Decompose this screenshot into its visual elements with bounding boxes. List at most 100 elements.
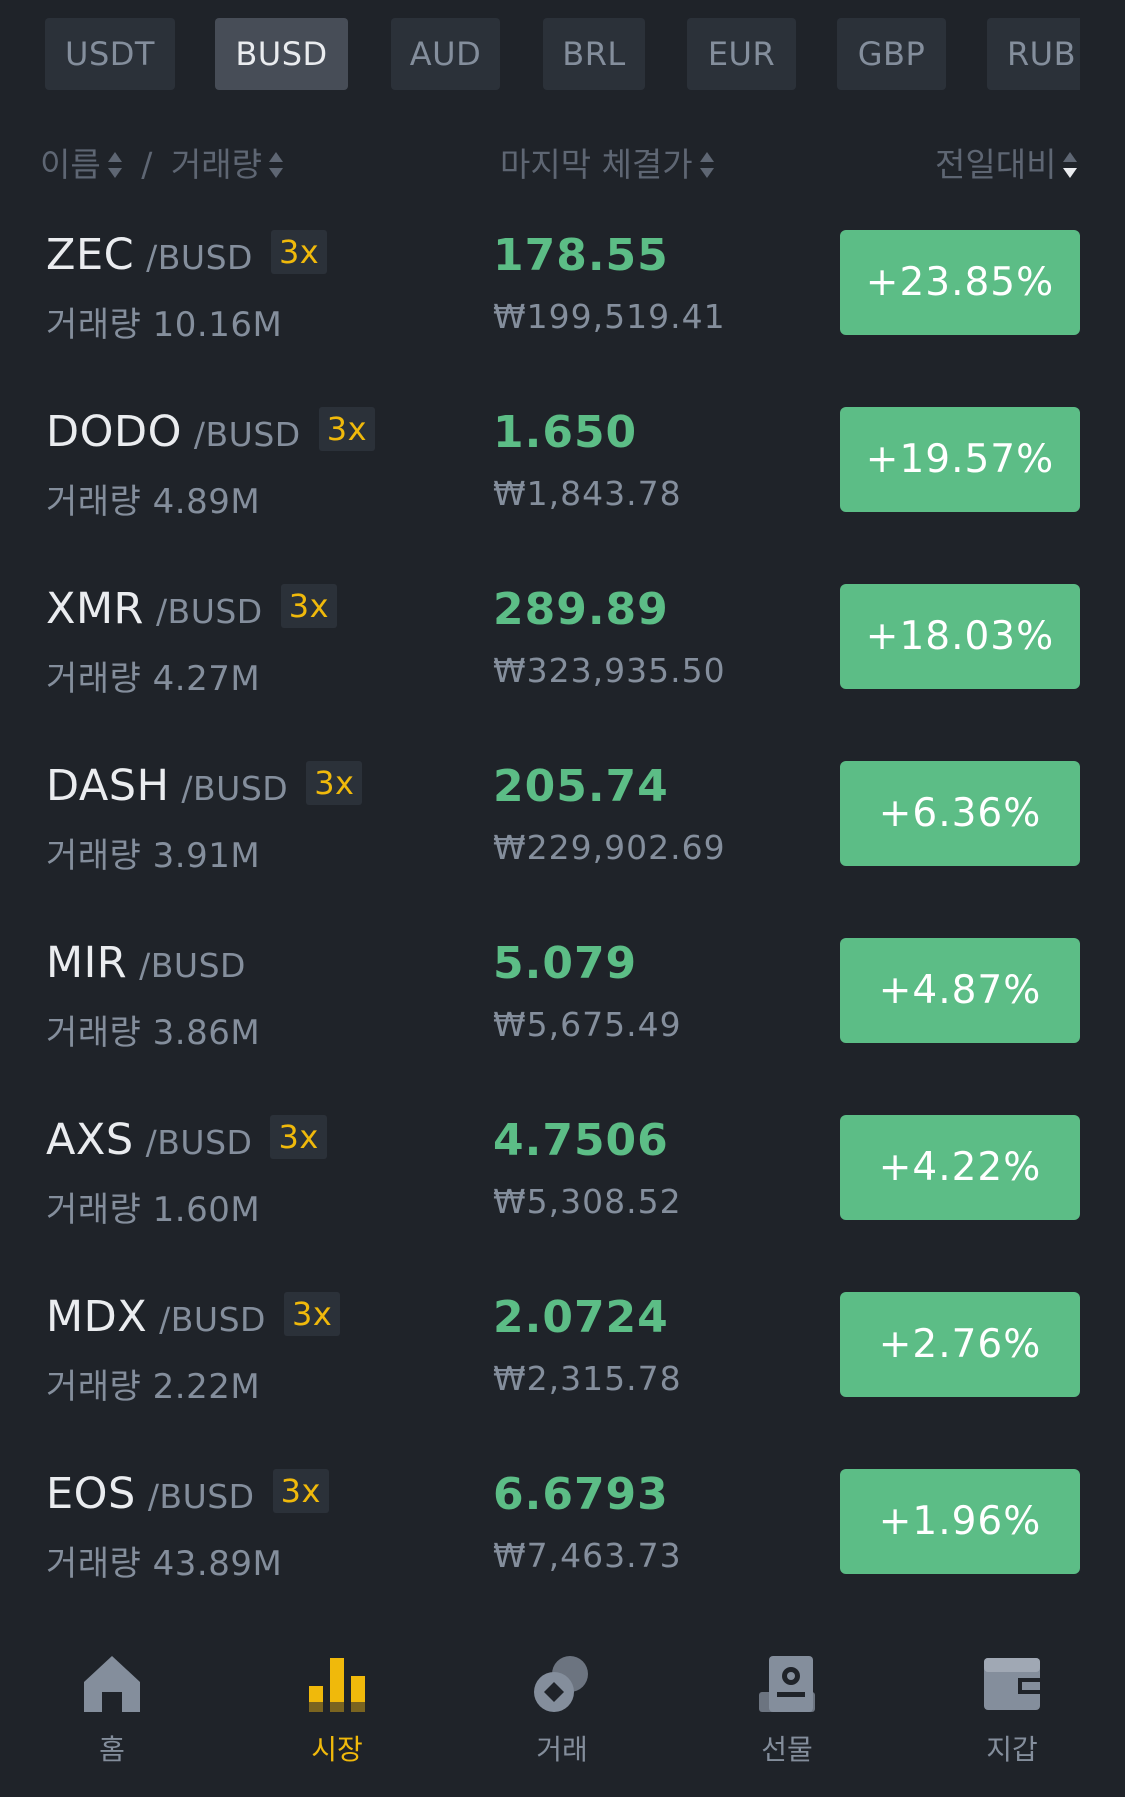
wallet-icon [984,1658,1040,1710]
last-price: 178.55 [493,230,669,281]
volume-text: 거래량 43.89M [46,1536,282,1585]
volume-text: 거래량 4.89M [46,474,260,523]
futures-icon [759,1656,815,1712]
base-asset: MDX [46,1292,148,1342]
base-asset: DODO [46,407,182,457]
nav-futures-label: 선물 [761,1733,813,1766]
nav-wallet[interactable]: 지갑 [952,1652,1072,1787]
leverage-badge: 3x [270,230,328,274]
sort-icon [268,151,283,178]
trade-icon [534,1656,588,1712]
sort-icon [699,151,714,178]
tab-eur[interactable]: EUR [687,18,796,90]
volume-value: 2.22M [152,1367,261,1407]
change-badge[interactable]: +1.96% [840,1469,1080,1574]
pair-symbol: DODO/BUSD 3x [46,407,375,457]
volume-prefix: 거래량 [46,305,142,345]
bottom-nav: 홈 시장 거래 선물 [0,1627,1125,1797]
header-separator: / [141,145,153,184]
sort-by-name-volume[interactable]: 이름 / 거래량 [40,140,284,190]
market-row[interactable]: DODO/BUSD 3x 거래량 4.89M 1.650 ₩1,843.78 +19.57… [0,379,1125,556]
krw-price: ₩7,463.73 [493,1536,682,1575]
pair-symbol: MIR/BUSD [46,938,246,988]
market-row[interactable]: MDX/BUSD 3x 거래량 2.22M 2.0724 ₩2,315.78 +2.76% [0,1264,1125,1441]
pair-symbol: ZEC/BUSD 3x [46,230,328,280]
change-column-label: 전일대비 [935,145,1057,184]
leverage-badge: 3x [272,1469,329,1513]
volume-text: 거래량 10.16M [46,297,282,346]
quote-asset: /BUSD [193,415,301,454]
name-column-label: 이름 [40,145,101,184]
change-badge[interactable]: +19.57% [840,407,1080,512]
change-badge[interactable]: +18.03% [840,584,1080,689]
volume-prefix: 거래량 [46,836,142,876]
nav-trade-label: 거래 [536,1733,588,1766]
change-badge[interactable]: +4.87% [840,938,1080,1043]
market-row[interactable]: DASH/BUSD 3x 거래량 3.91M 205.74 ₩229,902.69 +6.… [0,733,1125,910]
quote-currency-tabs: USDT BUSD AUD BRL EUR GBP RUB [45,18,1080,90]
quote-asset: /BUSD [155,592,263,631]
volume-prefix: 거래량 [46,1013,142,1053]
nav-futures[interactable]: 선물 [727,1652,847,1787]
krw-price: ₩323,935.50 [493,651,726,690]
base-asset: ZEC [46,230,135,280]
sort-by-change[interactable]: 전일대비 [935,140,1078,190]
tab-aud[interactable]: AUD [391,18,500,90]
volume-value: 4.27M [152,659,261,699]
volume-prefix: 거래량 [46,1367,142,1407]
pair-symbol: DASH/BUSD 3x [46,761,363,811]
change-badge[interactable]: +4.22% [840,1115,1080,1220]
nav-home-label: 홈 [99,1733,125,1766]
last-price-column-label: 마지막 체결가 [500,145,693,184]
tab-brl[interactable]: BRL [543,18,645,90]
market-row[interactable]: MIR/BUSD 거래량 3.86M 5.079 ₩5,675.49 +4.87% [0,910,1125,1087]
volume-text: 거래량 1.60M [46,1182,260,1231]
home-icon [84,1656,140,1712]
last-price: 2.0724 [493,1292,669,1343]
markets-icon [309,1658,365,1712]
last-price: 4.7506 [493,1115,669,1166]
pair-symbol: AXS/BUSD 3x [46,1115,327,1165]
tab-busd[interactable]: BUSD [215,18,348,90]
volume-prefix: 거래량 [46,482,142,522]
sort-icon [107,151,122,178]
last-price: 205.74 [493,761,669,812]
tab-gbp[interactable]: GBP [837,18,946,90]
last-price: 6.6793 [493,1469,669,1520]
leverage-badge: 3x [270,1115,327,1159]
nav-markets[interactable]: 시장 [277,1652,397,1787]
market-row[interactable]: ZEC/BUSD 3x 거래량 10.16M 178.55 ₩199,519.41 +23… [0,202,1125,379]
quote-asset: /BUSD [181,769,289,808]
volume-prefix: 거래량 [46,659,142,699]
volume-text: 거래량 2.22M [46,1359,260,1408]
change-badge[interactable]: +23.85% [840,230,1080,335]
volume-value: 3.86M [152,1013,261,1053]
tab-usdt[interactable]: USDT [45,18,175,90]
nav-wallet-label: 지갑 [986,1733,1038,1766]
leverage-badge: 3x [318,407,375,451]
tab-rub[interactable]: RUB [987,18,1080,90]
leverage-badge: 3x [280,584,338,628]
sort-by-last-price[interactable]: 마지막 체결가 [500,140,715,190]
quote-asset: /BUSD [145,1123,253,1162]
nav-home[interactable]: 홈 [52,1652,172,1787]
quote-asset: /BUSD [146,238,253,277]
sort-desc-icon [1063,151,1078,178]
base-asset: XMR [46,584,144,634]
nav-trade[interactable]: 거래 [502,1652,622,1787]
volume-value: 4.89M [152,482,261,522]
last-price: 1.650 [493,407,638,458]
krw-price: ₩2,315.78 [493,1359,682,1398]
market-row[interactable]: XMR/BUSD 3x 거래량 4.27M 289.89 ₩323,935.50 +18.… [0,556,1125,733]
krw-price: ₩1,843.78 [493,474,682,513]
volume-value: 10.16M [152,305,283,345]
volume-value: 43.89M [152,1544,283,1584]
change-badge[interactable]: +6.36% [840,761,1080,866]
base-asset: AXS [46,1115,134,1165]
market-row[interactable]: EOS/BUSD 3x 거래량 43.89M 6.6793 ₩7,463.73 +1.96… [0,1441,1125,1618]
market-row[interactable]: AXS/BUSD 3x 거래량 1.60M 4.7506 ₩5,308.52 +4.22% [0,1087,1125,1264]
krw-price: ₩5,308.52 [493,1182,682,1221]
base-asset: DASH [46,761,170,811]
pair-symbol: XMR/BUSD 3x [46,584,338,634]
change-badge[interactable]: +2.76% [840,1292,1080,1397]
